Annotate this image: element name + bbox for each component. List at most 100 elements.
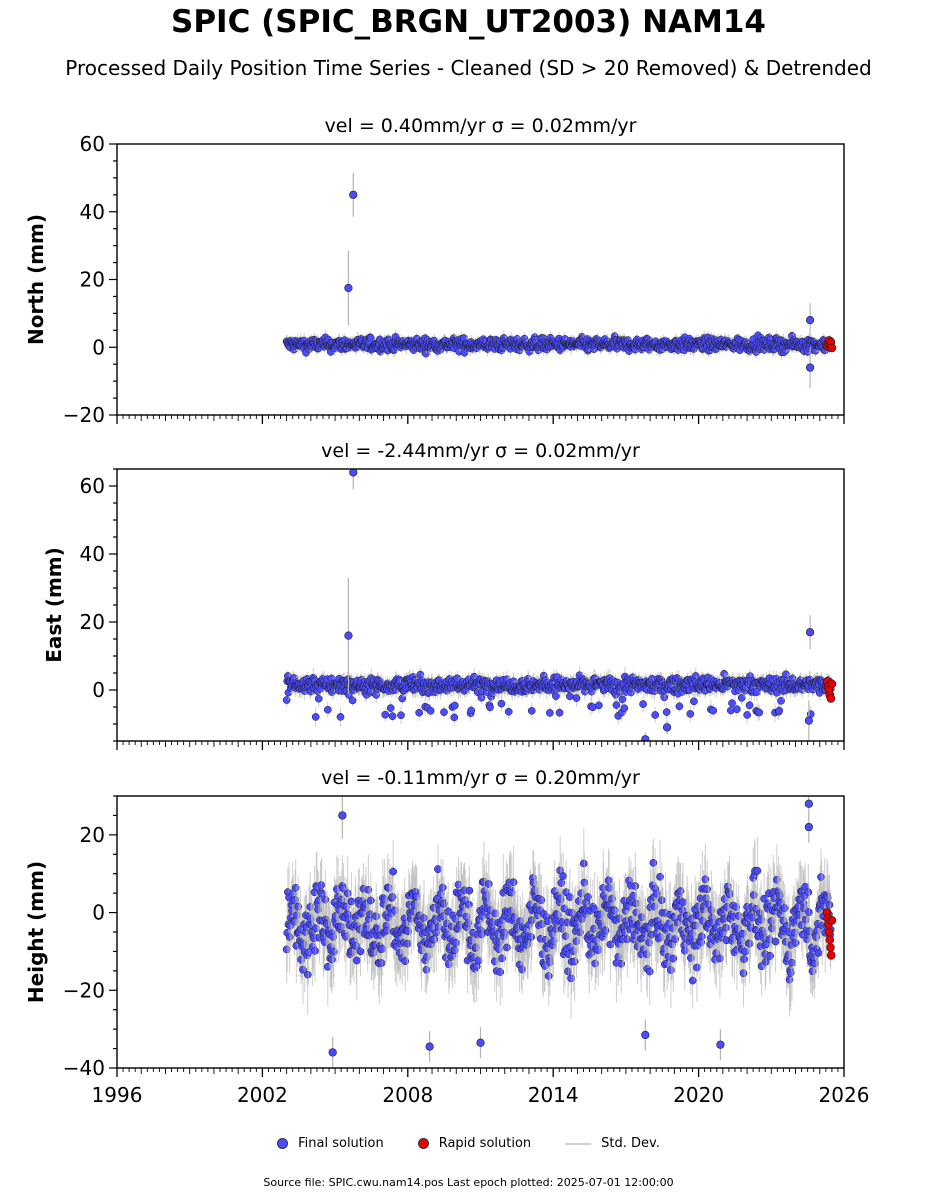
final-solution-point <box>804 716 813 725</box>
final-solution-point <box>728 699 736 707</box>
final-solution-point <box>380 895 389 904</box>
final-solution-point <box>775 706 784 715</box>
y-axis-label: East (mm) <box>42 547 66 663</box>
final-solution-point <box>553 911 562 919</box>
final-solution-point <box>467 706 476 715</box>
final-solution-point <box>579 859 588 868</box>
final-solution-point <box>518 965 526 974</box>
final-solution-point <box>366 334 375 342</box>
final-solution-point <box>440 900 448 908</box>
final-solution-point <box>366 896 375 905</box>
final-solution-point <box>388 712 397 721</box>
final-solution-point <box>805 316 815 325</box>
y-tick-label: 40 <box>80 200 105 224</box>
final-solution-point <box>299 940 308 948</box>
final-solution-point <box>641 735 650 741</box>
panel-2: vel = -2.44mm/yr σ = 0.02mm/yr East (mm) 0… <box>42 440 845 750</box>
final-solution-point <box>595 701 603 710</box>
plot-area <box>282 469 837 741</box>
final-solution-point <box>426 706 435 715</box>
final-solution-point <box>343 889 352 898</box>
plot-area <box>282 172 837 388</box>
final-solution-point <box>356 947 365 956</box>
final-solution-point <box>537 896 546 905</box>
final-solution-point <box>690 697 698 706</box>
rapid-solution-point <box>827 679 837 689</box>
rapid-solution-point <box>826 694 836 703</box>
final-solution-point <box>805 363 815 372</box>
final-solution-point <box>372 912 381 921</box>
final-solution-point <box>484 880 493 888</box>
final-solution-point <box>440 708 448 717</box>
final-solution-point <box>745 701 754 710</box>
final-solution-point <box>486 703 494 712</box>
final-solution-point <box>546 709 554 717</box>
y-tick-label: 60 <box>80 132 105 156</box>
final-solution-point <box>503 943 511 952</box>
final-solution-point <box>504 707 513 716</box>
final-solution-point <box>422 965 431 974</box>
final-solution-point <box>561 932 570 941</box>
final-solution-point <box>369 948 378 957</box>
panel-title: vel = -2.44mm/yr σ = 0.02mm/yr <box>321 440 640 462</box>
final-solution-point <box>349 469 358 477</box>
final-solution-point <box>465 886 474 895</box>
final-solution-point <box>570 957 579 966</box>
final-solution-point <box>572 694 581 702</box>
final-solution-point <box>662 708 671 716</box>
final-solution-point <box>509 878 518 887</box>
final-solution-point <box>434 865 442 873</box>
final-solution-point <box>438 883 447 892</box>
final-solution-point <box>452 939 460 947</box>
final-solution-point <box>321 895 330 904</box>
final-solution-point <box>618 695 627 704</box>
final-solution-point <box>552 692 560 700</box>
final-solution-point <box>344 283 353 293</box>
y-tick-label: 0 <box>92 335 105 359</box>
final-solution-point <box>612 701 621 709</box>
final-solution-point <box>743 711 752 719</box>
final-solution-point <box>337 922 345 931</box>
final-solution-point <box>686 710 695 718</box>
final-solution-point <box>777 696 785 705</box>
y-tick-label: −20 <box>63 403 105 427</box>
final-solution-point <box>450 713 459 722</box>
final-solution-point <box>388 893 397 901</box>
final-solution-point <box>651 711 660 719</box>
final-solution-point <box>660 693 669 702</box>
final-solution-point <box>311 946 319 955</box>
final-solution-point <box>336 713 345 721</box>
y-tick-label: 60 <box>80 474 105 498</box>
y-tick-label: 20 <box>80 268 105 292</box>
final-solution-point <box>344 631 353 640</box>
final-solution-point <box>347 897 356 906</box>
final-solution-point <box>591 959 600 968</box>
final-solution-point <box>555 708 564 717</box>
final-solution-point <box>328 955 336 964</box>
final-solution-point <box>352 956 361 965</box>
final-solution-point <box>323 705 332 714</box>
final-solution-point <box>755 708 764 717</box>
final-solution-point <box>377 959 386 967</box>
final-solution-point <box>572 937 581 946</box>
final-solution-point <box>594 946 603 955</box>
final-solution-point <box>584 893 592 901</box>
final-solution-point <box>430 935 439 944</box>
final-solution-point <box>580 878 589 887</box>
final-solution-point <box>381 710 390 719</box>
final-solution-point <box>477 930 486 939</box>
final-solution-point <box>620 704 629 713</box>
final-solution-point <box>733 705 741 714</box>
final-solution-point <box>397 711 405 720</box>
final-solution-point <box>282 945 291 954</box>
final-solution-point <box>398 694 407 703</box>
final-solution-point <box>565 893 574 901</box>
final-solution-point <box>378 944 387 953</box>
final-solution-point <box>527 706 536 715</box>
y-tick-label: 20 <box>80 610 105 634</box>
time-series-charts: vel = 0.40mm/yr σ = 0.02mm/yr North (mm) −… <box>24 115 869 1107</box>
final-solution-point <box>720 669 729 678</box>
final-solution-point <box>464 900 473 909</box>
final-solution-point <box>604 876 613 885</box>
final-solution-point <box>559 872 568 880</box>
